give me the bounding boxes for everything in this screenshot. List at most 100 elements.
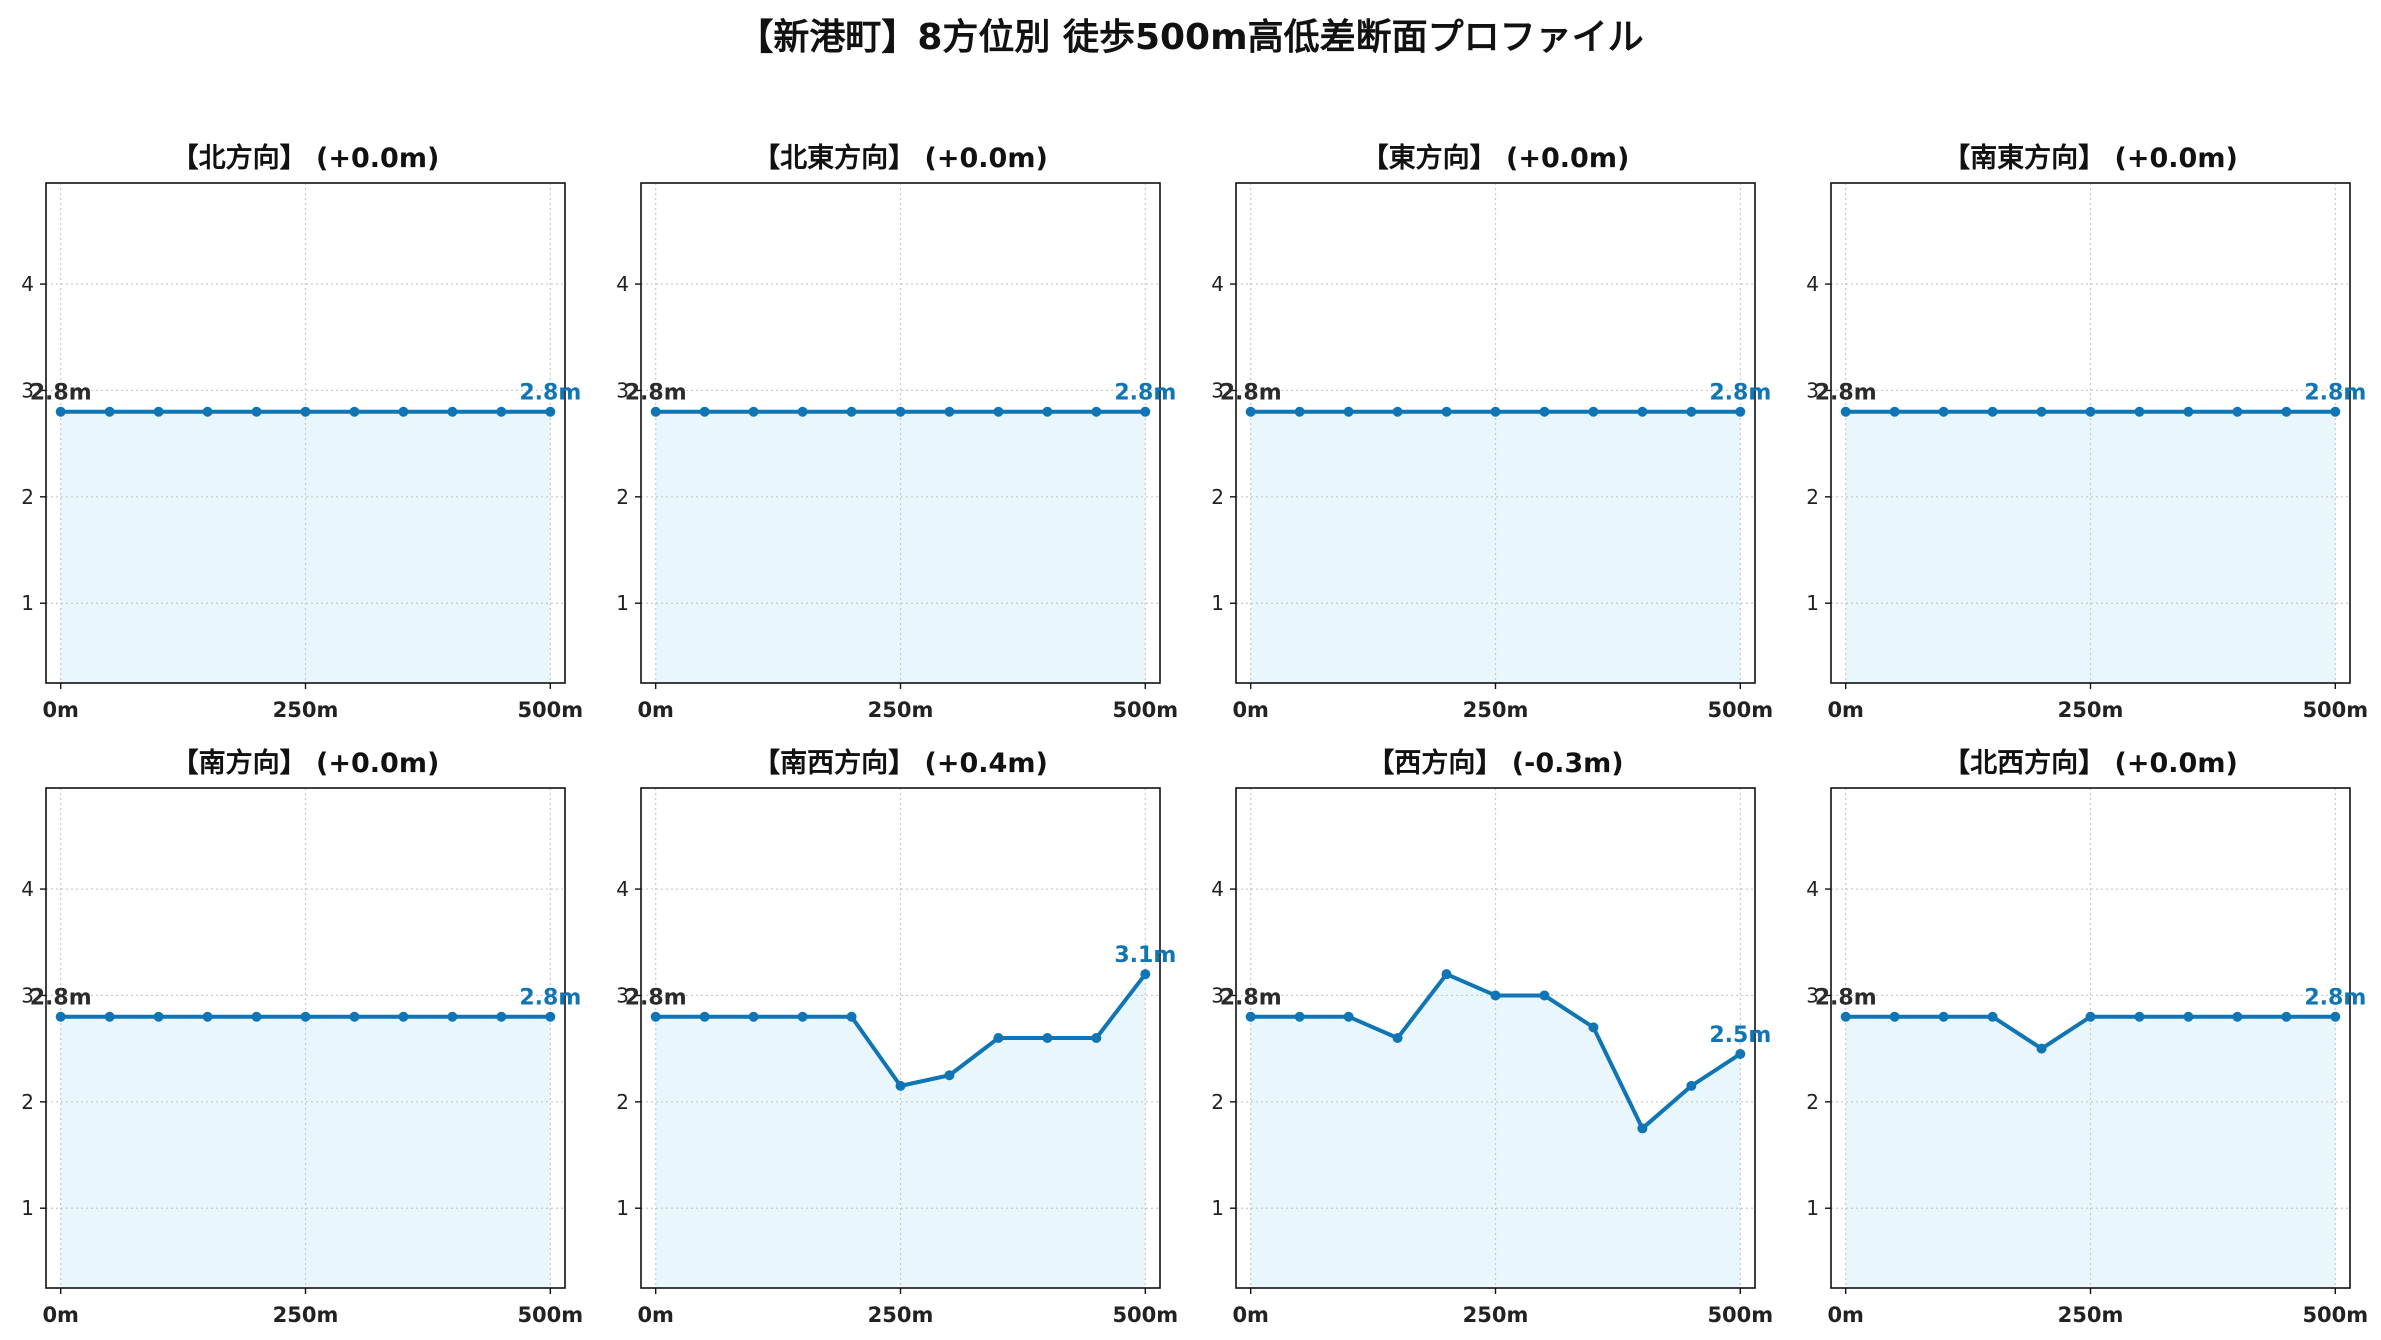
data-point bbox=[2232, 406, 2243, 417]
y-tick-label: 1 bbox=[616, 1196, 629, 1220]
x-tick-label: 250m bbox=[2058, 1303, 2124, 1327]
data-point bbox=[1140, 969, 1151, 980]
data-point bbox=[300, 1011, 311, 1022]
y-tick-label: 3 bbox=[21, 983, 34, 1007]
x-tick-label: 0m bbox=[1827, 698, 1864, 722]
x-tick-label: 500m bbox=[517, 1303, 583, 1327]
data-point bbox=[2036, 1043, 2047, 1054]
end-value-label: 2.8m bbox=[519, 986, 581, 1011]
y-tick-label: 3 bbox=[1211, 983, 1224, 1007]
data-point bbox=[1588, 406, 1599, 417]
data-point bbox=[1735, 1048, 1746, 1059]
chart-panel: 【南東方向】 (+0.0m) 1 2 3 4 0m 250m 500m 2.8m 2.8m bbox=[1806, 142, 2368, 722]
area-fill bbox=[655, 974, 1146, 1288]
data-point bbox=[797, 1011, 808, 1022]
data-point bbox=[650, 1011, 661, 1022]
data-point bbox=[1245, 406, 1256, 417]
data-point bbox=[1441, 406, 1452, 417]
y-tick-label: 2 bbox=[21, 485, 34, 509]
x-tick-label: 250m bbox=[1463, 1303, 1529, 1327]
data-point bbox=[1392, 406, 1403, 417]
data-point bbox=[895, 406, 906, 417]
y-tick-label: 2 bbox=[21, 1090, 34, 1114]
page-title: 【新港町】8方位別 徒歩500m高低差断面プロファイル bbox=[737, 17, 1644, 58]
data-point bbox=[202, 1011, 213, 1022]
data-point bbox=[993, 406, 1004, 417]
x-tick-label: 500m bbox=[2302, 1303, 2368, 1327]
chart-panel: 【西方向】 (-0.3m) 1 2 3 4 0m 250m 500m 2.8m 2.5m bbox=[1211, 747, 1773, 1327]
data-point bbox=[748, 406, 759, 417]
chart-title: 【北東方向】 (+0.0m) bbox=[753, 142, 1048, 174]
y-tick-label: 2 bbox=[616, 1090, 629, 1114]
area-fill bbox=[1845, 1016, 2336, 1288]
data-point bbox=[1588, 1022, 1599, 1033]
data-point bbox=[748, 1011, 759, 1022]
data-point bbox=[993, 1033, 1004, 1043]
data-point bbox=[496, 406, 507, 417]
data-point bbox=[846, 406, 857, 417]
start-value-label: 2.8m bbox=[30, 381, 92, 406]
x-tick-label: 250m bbox=[868, 1303, 934, 1327]
data-point bbox=[545, 406, 556, 417]
data-point bbox=[55, 1011, 66, 1022]
data-point bbox=[1987, 406, 1998, 417]
data-point bbox=[1042, 1033, 1053, 1043]
y-tick-label: 1 bbox=[21, 591, 34, 615]
x-tick-label: 500m bbox=[2302, 698, 2368, 722]
data-point bbox=[1840, 406, 1851, 417]
data-point bbox=[2281, 406, 2292, 417]
data-point bbox=[2183, 1011, 2194, 1022]
data-point bbox=[1294, 1011, 1305, 1022]
chart-title: 【北方向】 (+0.0m) bbox=[172, 142, 440, 174]
y-tick-label: 2 bbox=[616, 485, 629, 509]
data-point bbox=[797, 406, 808, 417]
chart-panel: 【南西方向】 (+0.4m) 1 2 3 4 0m 250m 500m 2.8m 3.1m bbox=[616, 747, 1178, 1327]
data-point bbox=[398, 406, 409, 417]
data-point bbox=[2134, 406, 2145, 417]
y-tick-label: 3 bbox=[1806, 983, 1819, 1007]
data-point bbox=[1938, 406, 1949, 417]
x-tick-label: 250m bbox=[1463, 698, 1529, 722]
data-point bbox=[2085, 1011, 2096, 1022]
data-point bbox=[2183, 406, 2194, 417]
x-tick-label: 500m bbox=[1112, 1303, 1178, 1327]
y-tick-label: 1 bbox=[1211, 591, 1224, 615]
y-tick-label: 4 bbox=[1211, 272, 1224, 296]
data-point bbox=[1392, 1033, 1403, 1043]
data-point bbox=[2134, 1011, 2145, 1022]
x-tick-label: 0m bbox=[637, 1303, 674, 1327]
data-point bbox=[1091, 406, 1102, 417]
data-point bbox=[1987, 1011, 1998, 1022]
data-point bbox=[944, 1070, 955, 1081]
start-value-label: 2.8m bbox=[30, 986, 92, 1011]
x-tick-label: 500m bbox=[1707, 698, 1773, 722]
y-tick-label: 1 bbox=[21, 1196, 34, 1220]
area-fill bbox=[60, 1016, 551, 1288]
data-point bbox=[699, 406, 710, 417]
x-tick-label: 0m bbox=[42, 1303, 79, 1327]
x-tick-label: 0m bbox=[637, 698, 674, 722]
area-fill bbox=[1250, 411, 1741, 683]
data-point bbox=[2085, 406, 2096, 417]
x-tick-label: 500m bbox=[517, 698, 583, 722]
data-point bbox=[153, 1011, 164, 1022]
x-tick-label: 250m bbox=[273, 698, 339, 722]
data-point bbox=[895, 1080, 906, 1091]
data-point bbox=[2330, 1011, 2341, 1022]
x-tick-label: 0m bbox=[1232, 1303, 1269, 1327]
data-point bbox=[1840, 1011, 1851, 1022]
end-value-label: 3.1m bbox=[1114, 943, 1176, 968]
data-point bbox=[545, 1011, 556, 1022]
chart-title: 【北西方向】 (+0.0m) bbox=[1943, 747, 2238, 779]
y-tick-label: 3 bbox=[21, 378, 34, 402]
chart-title: 【南方向】 (+0.0m) bbox=[172, 747, 440, 779]
x-tick-label: 500m bbox=[1707, 1303, 1773, 1327]
data-point bbox=[104, 406, 115, 417]
x-tick-label: 0m bbox=[42, 698, 79, 722]
end-value-label: 2.8m bbox=[519, 381, 581, 406]
data-point bbox=[251, 406, 262, 417]
data-point bbox=[1686, 1080, 1697, 1091]
x-tick-label: 0m bbox=[1827, 1303, 1864, 1327]
y-tick-label: 4 bbox=[616, 877, 629, 901]
